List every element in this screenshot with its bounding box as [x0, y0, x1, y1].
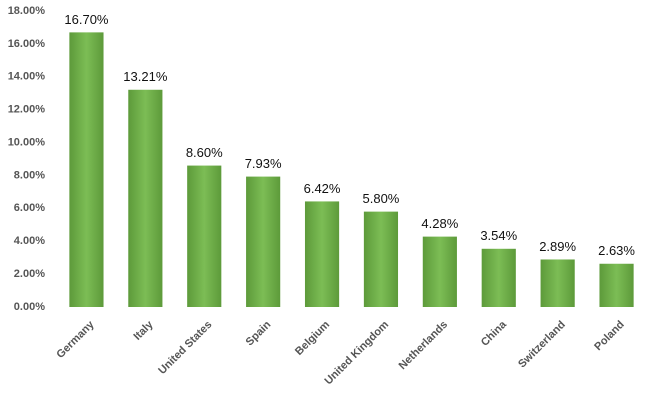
x-tick-label: Switzerland: [516, 319, 568, 371]
bar: [481, 248, 516, 307]
value-label: 5.80%: [363, 191, 400, 206]
value-label: 2.89%: [539, 239, 576, 254]
y-tick-label: 12.00%: [8, 104, 46, 116]
x-tick-label: Germany: [54, 318, 97, 361]
bar: [187, 165, 222, 307]
bar: [246, 176, 281, 307]
bar: [540, 259, 575, 307]
value-label: 13.21%: [123, 69, 168, 84]
y-tick-label: 18.00%: [8, 5, 46, 17]
bar: [304, 201, 340, 307]
y-tick-label: 6.00%: [14, 202, 45, 214]
bar: [363, 211, 399, 307]
value-label: 16.70%: [64, 12, 109, 27]
y-tick-label: 14.00%: [8, 71, 46, 83]
value-label: 7.93%: [245, 156, 282, 171]
bar: [422, 236, 457, 307]
value-label: 3.54%: [480, 228, 517, 243]
bar: [128, 89, 163, 307]
x-tick-label: Spain: [244, 318, 274, 348]
x-tick-label: Belgium: [293, 319, 332, 358]
x-tick-label: United States: [156, 319, 214, 377]
x-tick-label: United Kingdom: [323, 319, 392, 388]
bar: [69, 32, 104, 307]
value-label: 2.63%: [598, 243, 635, 258]
value-label: 6.42%: [304, 181, 341, 196]
x-tick-label: Italy: [131, 318, 156, 343]
x-tick-label: China: [479, 318, 510, 349]
bar: [599, 263, 634, 307]
value-label: 4.28%: [421, 216, 458, 231]
y-tick-label: 2.00%: [14, 268, 45, 280]
value-label: 8.60%: [186, 145, 223, 160]
y-tick-label: 0.00%: [14, 301, 45, 313]
y-tick-label: 4.00%: [14, 235, 45, 247]
y-tick-label: 10.00%: [8, 136, 46, 148]
y-tick-label: 16.00%: [8, 38, 46, 50]
x-tick-label: Poland: [592, 319, 626, 353]
x-tick-label: Netherlands: [397, 319, 450, 372]
y-tick-label: 8.00%: [14, 169, 45, 181]
